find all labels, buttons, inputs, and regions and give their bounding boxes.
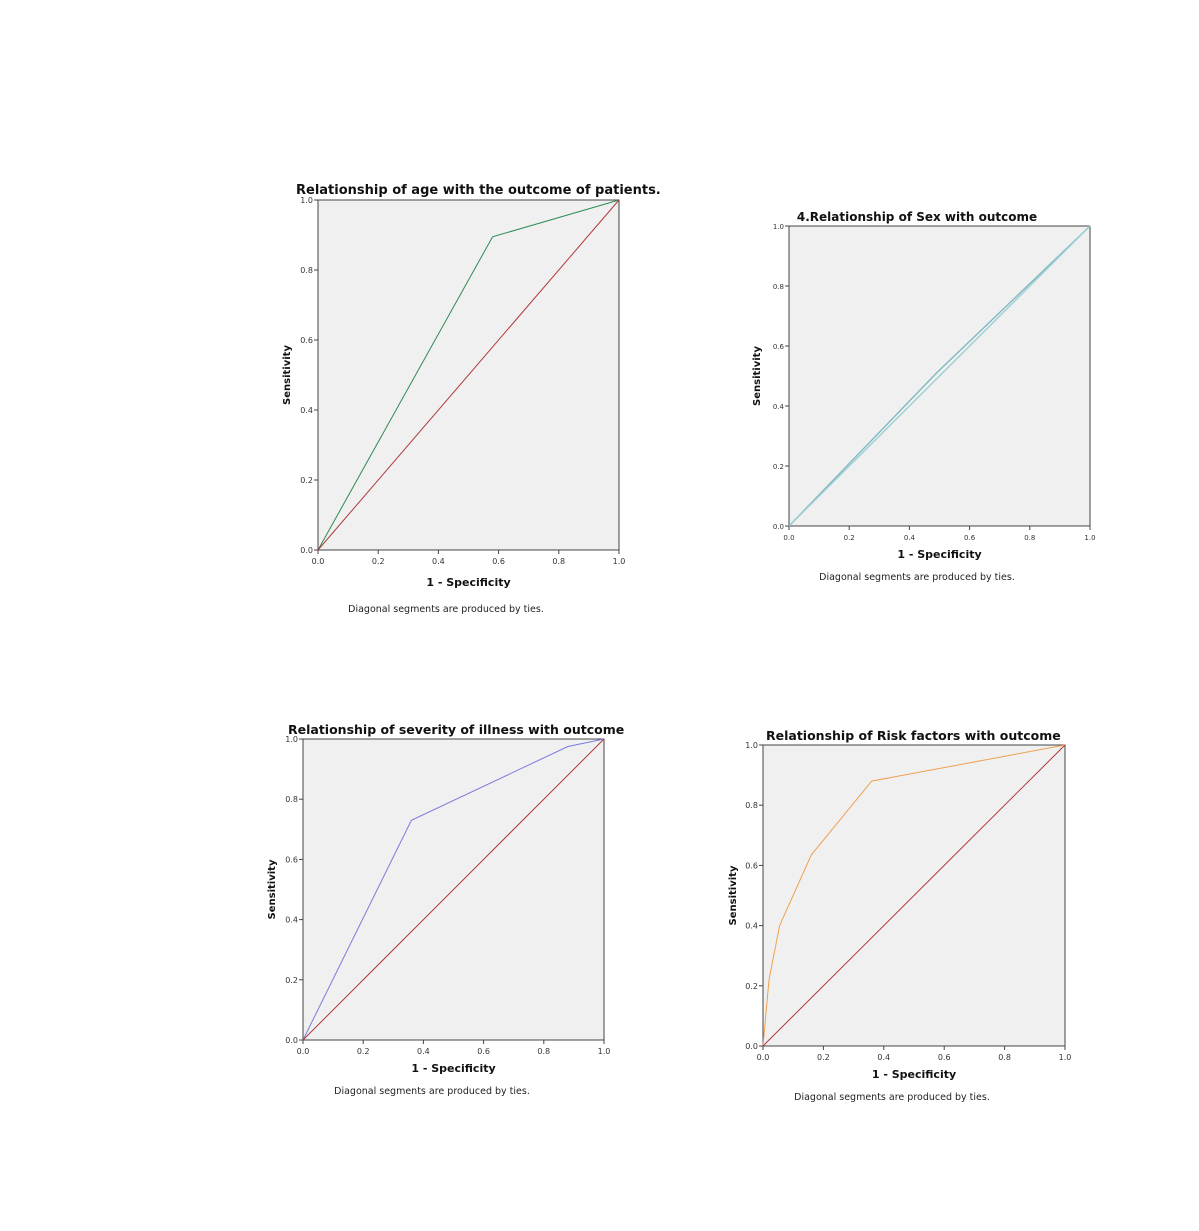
chart-3-y-tick-label-0: 0.0 bbox=[745, 1042, 758, 1051]
chart-2-y-tick-label-2: 0.4 bbox=[285, 916, 298, 925]
chart-2-footnote: Diagonal segments are produced by ties. bbox=[334, 1086, 530, 1097]
chart-0-y-tick-label-3: 0.6 bbox=[300, 336, 313, 345]
chart-0-x-tick-label-2: 0.4 bbox=[432, 557, 445, 566]
chart-0-y-tick-label-1: 0.2 bbox=[300, 476, 313, 485]
chart-1-y-tick-label-3: 0.6 bbox=[773, 343, 785, 351]
chart-2-x-tick-label-2: 0.4 bbox=[417, 1047, 430, 1056]
chart-0-series-line-0 bbox=[317, 199, 620, 551]
chart-1-x-tick-label-3: 0.6 bbox=[964, 534, 976, 542]
chart-1-x-tick-label-5: 1.0 bbox=[1084, 534, 1095, 542]
chart-1-x-tick-label-0: 0.0 bbox=[783, 534, 794, 542]
chart-3-x-tick-label-2: 0.4 bbox=[877, 1053, 890, 1062]
chart-2-y-tick-label-0: 0.0 bbox=[285, 1036, 298, 1045]
chart-0-y-axis-label: Sensitivity bbox=[282, 345, 293, 405]
chart-0-footnote: Diagonal segments are produced by ties. bbox=[348, 604, 544, 615]
chart-3-series-line-1 bbox=[762, 744, 1066, 1047]
chart-2-x-tick-label-3: 0.6 bbox=[477, 1047, 490, 1056]
chart-0-y-tick-label-4: 0.8 bbox=[300, 266, 313, 275]
chart-2-y-axis-label: Sensitivity bbox=[267, 859, 278, 919]
chart-3-title: Relationship of Risk factors with outcom… bbox=[766, 728, 1061, 743]
chart-0-x-tick-label-4: 0.8 bbox=[552, 557, 565, 566]
chart-3-x-tick-label-1: 0.2 bbox=[817, 1053, 830, 1062]
chart-2-y-tick-label-1: 0.2 bbox=[285, 976, 298, 985]
chart-3-y-tick-label-4: 0.8 bbox=[745, 801, 758, 810]
chart-1-footnote: Diagonal segments are produced by ties. bbox=[819, 572, 1015, 583]
chart-3-y-tick-label-2: 0.4 bbox=[745, 922, 758, 931]
chart-0-series-line-1 bbox=[317, 199, 620, 551]
chart-0-x-tick-label-5: 1.0 bbox=[613, 557, 626, 566]
chart-2-y-tick-label-4: 0.8 bbox=[285, 795, 298, 804]
chart-2-y-tick-label-3: 0.6 bbox=[285, 855, 298, 864]
chart-2-y-tick-label-5: 1.0 bbox=[285, 735, 298, 744]
chart-2-x-tick-label-1: 0.2 bbox=[357, 1047, 370, 1056]
chart-3-y-tick-label-3: 0.6 bbox=[745, 861, 758, 870]
chart-0-x-tick-label-0: 0.0 bbox=[312, 557, 325, 566]
chart-1-y-axis-label: Sensitivity bbox=[752, 346, 763, 406]
chart-3-x-axis-label: 1 - Specificity bbox=[872, 1068, 956, 1081]
chart-3-x-tick-label-0: 0.0 bbox=[757, 1053, 770, 1062]
chart-1-y-tick-label-4: 0.8 bbox=[773, 283, 784, 291]
chart-1-x-tick-label-2: 0.4 bbox=[904, 534, 916, 542]
chart-0-y-tick-label-0: 0.0 bbox=[300, 546, 313, 555]
chart-2-series-line-1 bbox=[302, 738, 605, 1041]
chart-1-y-tick-label-2: 0.4 bbox=[773, 403, 785, 411]
chart-0-x-axis-label: 1 - Specificity bbox=[426, 576, 510, 589]
chart-3-y-tick-label-5: 1.0 bbox=[745, 741, 758, 750]
chart-0-y-tick-label-5: 1.0 bbox=[300, 196, 313, 205]
chart-0-title: Relationship of age with the outcome of … bbox=[296, 183, 661, 198]
chart-0-x-tick-label-3: 0.6 bbox=[492, 557, 505, 566]
chart-3-footnote: Diagonal segments are produced by ties. bbox=[794, 1092, 990, 1103]
chart-1-x-axis-label: 1 - Specificity bbox=[897, 548, 981, 561]
chart-3-x-tick-label-4: 0.8 bbox=[998, 1053, 1011, 1062]
chart-2-x-tick-label-4: 0.8 bbox=[537, 1047, 550, 1056]
chart-2-series-line-0 bbox=[302, 738, 605, 1041]
chart-2-x-tick-label-5: 1.0 bbox=[598, 1047, 611, 1056]
chart-3-y-axis-label: Sensitivity bbox=[728, 865, 739, 925]
chart-2-x-axis-label: 1 - Specificity bbox=[411, 1062, 495, 1075]
chart-1-series-line-1 bbox=[788, 225, 1091, 527]
chart-1-x-tick-label-1: 0.2 bbox=[844, 534, 855, 542]
chart-2-title: Relationship of severity of illness with… bbox=[288, 722, 624, 737]
chart-2-x-tick-label-0: 0.0 bbox=[297, 1047, 310, 1056]
chart-0-y-tick-label-2: 0.4 bbox=[300, 406, 313, 415]
chart-1-series-line-0 bbox=[788, 225, 1091, 527]
chart-3-series-line-0 bbox=[762, 744, 1066, 1047]
chart-3-x-tick-label-3: 0.6 bbox=[938, 1053, 951, 1062]
chart-1-y-tick-label-5: 1.0 bbox=[773, 223, 784, 231]
chart-3-x-tick-label-5: 1.0 bbox=[1059, 1053, 1072, 1062]
chart-1-y-tick-label-0: 0.0 bbox=[773, 523, 784, 531]
chart-3-y-tick-label-1: 0.2 bbox=[745, 982, 758, 991]
chart-1-y-tick-label-1: 0.2 bbox=[773, 463, 784, 471]
chart-1-title: 4.Relationship of Sex with outcome bbox=[797, 210, 1037, 224]
chart-0-x-tick-label-1: 0.2 bbox=[372, 557, 385, 566]
chart-1-x-tick-label-4: 0.8 bbox=[1024, 534, 1035, 542]
